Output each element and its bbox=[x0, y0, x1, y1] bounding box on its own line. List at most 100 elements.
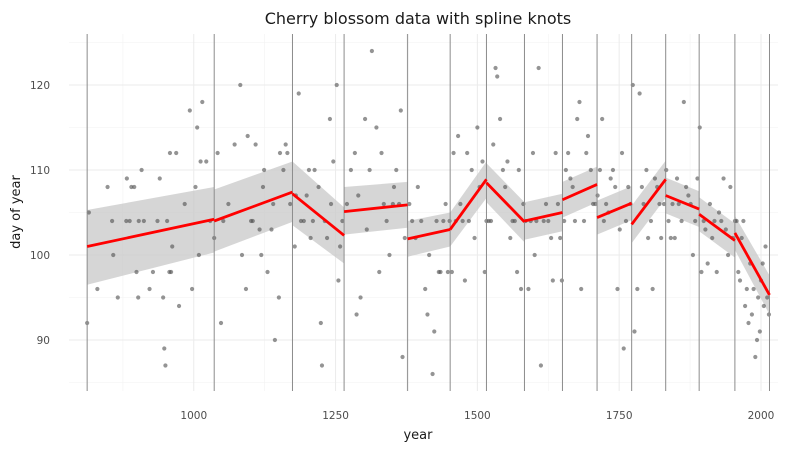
data-point bbox=[505, 159, 510, 164]
data-point bbox=[600, 116, 605, 122]
data-point bbox=[124, 176, 129, 181]
data-point bbox=[532, 252, 537, 258]
data-point bbox=[681, 99, 686, 105]
data-point bbox=[369, 48, 374, 54]
data-point bbox=[132, 184, 137, 190]
data-point bbox=[336, 278, 341, 283]
data-point bbox=[570, 184, 575, 190]
fit-line bbox=[343, 203, 408, 214]
data-point bbox=[301, 218, 306, 224]
confidence-ribbon bbox=[292, 161, 345, 264]
x-tick-label: 1250 bbox=[322, 410, 349, 422]
data-point bbox=[482, 269, 487, 275]
data-point bbox=[198, 159, 203, 164]
data-point bbox=[272, 337, 277, 343]
data-point bbox=[632, 329, 637, 334]
data-point bbox=[751, 286, 756, 292]
data-point bbox=[221, 218, 226, 224]
data-point bbox=[182, 201, 187, 207]
data-point bbox=[379, 150, 384, 156]
data-point bbox=[432, 329, 437, 334]
data-point bbox=[500, 167, 506, 173]
data-point bbox=[739, 235, 744, 241]
data-point bbox=[491, 142, 496, 147]
fit-line bbox=[698, 213, 736, 242]
data-point bbox=[621, 346, 626, 351]
data-point bbox=[697, 125, 702, 130]
data-point bbox=[215, 150, 220, 156]
data-point bbox=[760, 261, 765, 266]
data-point bbox=[670, 201, 675, 207]
data-point bbox=[449, 269, 454, 275]
data-point bbox=[585, 133, 591, 139]
data-point bbox=[514, 269, 520, 275]
data-point bbox=[508, 235, 513, 241]
data-point bbox=[623, 218, 629, 224]
data-point bbox=[719, 218, 724, 224]
data-point bbox=[340, 218, 345, 224]
data-point bbox=[480, 159, 485, 164]
data-point bbox=[168, 269, 174, 275]
data-point bbox=[115, 295, 120, 300]
data-point bbox=[493, 65, 498, 71]
data-point bbox=[259, 252, 264, 258]
data-point bbox=[666, 218, 671, 224]
data-point bbox=[438, 269, 443, 275]
data-point bbox=[617, 227, 622, 232]
data-point bbox=[427, 252, 432, 258]
data-point bbox=[462, 278, 468, 283]
data-point bbox=[352, 150, 357, 156]
data-point bbox=[430, 371, 435, 377]
fit-line bbox=[596, 201, 633, 219]
data-point bbox=[356, 193, 361, 198]
data-point bbox=[423, 286, 428, 292]
data-point bbox=[741, 218, 746, 224]
data-point bbox=[639, 184, 644, 190]
data-points bbox=[85, 48, 772, 377]
data-point bbox=[141, 218, 146, 224]
data-point bbox=[285, 150, 290, 156]
data-point bbox=[338, 244, 343, 249]
fit-line bbox=[485, 181, 526, 223]
data-point bbox=[659, 235, 664, 241]
data-point bbox=[761, 303, 766, 309]
data-point bbox=[743, 303, 748, 309]
data-point bbox=[150, 269, 156, 275]
data-point bbox=[238, 82, 243, 88]
data-point bbox=[581, 218, 587, 224]
data-point bbox=[281, 167, 286, 173]
data-point bbox=[766, 312, 772, 317]
fit-line bbox=[665, 194, 700, 211]
data-point bbox=[648, 218, 654, 224]
data-point bbox=[257, 227, 262, 232]
data-point bbox=[196, 252, 201, 258]
data-point bbox=[348, 167, 353, 173]
data-point bbox=[265, 269, 270, 275]
data-point bbox=[86, 210, 91, 215]
data-point bbox=[195, 125, 200, 130]
data-point bbox=[312, 167, 317, 173]
data-point bbox=[147, 286, 152, 292]
data-point bbox=[516, 167, 521, 173]
data-point bbox=[546, 218, 551, 224]
y-axis-ticks: 90 100 110 120 bbox=[30, 80, 50, 347]
data-point bbox=[712, 218, 717, 224]
data-point bbox=[686, 193, 691, 198]
data-point bbox=[327, 116, 333, 122]
data-point bbox=[316, 184, 321, 190]
data-point bbox=[189, 286, 195, 292]
data-point bbox=[283, 142, 288, 147]
data-point bbox=[277, 150, 283, 156]
data-point bbox=[384, 218, 389, 224]
data-point bbox=[304, 193, 309, 198]
data-point bbox=[684, 184, 689, 190]
data-point bbox=[324, 235, 330, 241]
data-point bbox=[710, 235, 715, 241]
data-point bbox=[503, 184, 508, 190]
fit-line bbox=[86, 217, 215, 248]
data-point bbox=[472, 235, 477, 241]
data-point bbox=[134, 269, 139, 275]
data-point bbox=[334, 82, 339, 88]
data-point bbox=[736, 269, 741, 275]
data-point bbox=[344, 201, 350, 207]
